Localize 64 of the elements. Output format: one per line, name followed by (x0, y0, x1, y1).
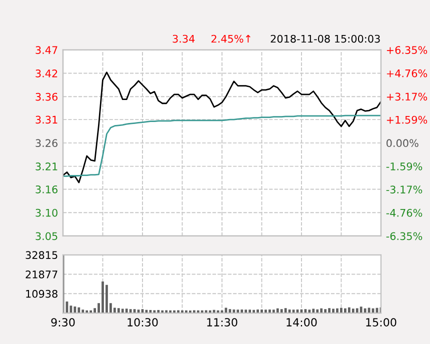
y-tick-label: 3.36 (36, 92, 58, 101)
y2-tick-label: +4.76% (386, 69, 428, 78)
bar (78, 307, 80, 314)
x-tick-label: 10:30 (128, 318, 158, 326)
bar (106, 284, 108, 314)
bar (264, 310, 267, 314)
y-tick-label: 32815 (26, 251, 58, 260)
x-tick-label: 15:00 (366, 318, 396, 326)
bar (328, 308, 330, 314)
y2-tick-label: +3.17% (386, 92, 428, 101)
bar (228, 309, 232, 314)
y-tick-label: 3.16 (36, 185, 58, 194)
bar (204, 310, 208, 314)
bar (165, 310, 168, 314)
x-tick-label: 11:30 (207, 318, 238, 326)
bar (272, 310, 275, 314)
bar (82, 310, 84, 314)
bar (352, 308, 354, 314)
text: 3.34 (172, 34, 195, 43)
bar (102, 282, 104, 314)
bar (364, 308, 366, 314)
y2-tick-label: +6.35% (386, 46, 428, 54)
bar (308, 310, 311, 314)
bar (340, 308, 342, 314)
y2-tick-label: 0.00% (386, 139, 418, 148)
bar (117, 308, 120, 314)
y-tick-label: 3.42 (36, 69, 58, 78)
bar (344, 308, 346, 314)
bar (125, 308, 128, 314)
bar (177, 310, 180, 314)
y-tick-label: 3.10 (36, 208, 58, 217)
bar (284, 308, 287, 314)
bar (360, 306, 362, 314)
bar (320, 308, 323, 314)
bar (280, 309, 283, 314)
bar (336, 308, 338, 314)
line-series (62, 72, 381, 184)
bar (244, 310, 248, 314)
text: 2.45%↑ (211, 34, 250, 43)
bar (348, 307, 350, 314)
y-tick-label: 3.21 (36, 162, 58, 170)
y2-tick-label: -6.35% (386, 232, 422, 240)
line-series (62, 114, 381, 177)
bar (129, 309, 132, 314)
bar (153, 310, 156, 314)
bar (324, 309, 327, 314)
y2-tick-label: -3.17% (386, 186, 422, 194)
y-tick-label: 21877 (26, 270, 58, 278)
y-tick-label: 3.26 (36, 139, 58, 148)
y-tick-label: 3.31 (36, 116, 58, 124)
y-tick-label: 10938 (26, 290, 58, 298)
y2-tick-label: -1.59% (386, 162, 422, 170)
bar (192, 310, 196, 314)
x-tick-label: 9:30 (51, 318, 75, 326)
y2-tick-label: -4.76% (386, 208, 422, 217)
bar (276, 308, 279, 314)
bar (74, 306, 76, 314)
y2-tick-label: +1.59% (386, 116, 428, 124)
bar (236, 310, 240, 314)
y-tick-label: 3.47 (36, 46, 58, 54)
bar (248, 310, 252, 314)
x-tick-label: 14:00 (286, 318, 317, 326)
text: 2018-11-08 15:00:03 (270, 34, 380, 43)
y-tick-label: 3.05 (36, 232, 58, 240)
